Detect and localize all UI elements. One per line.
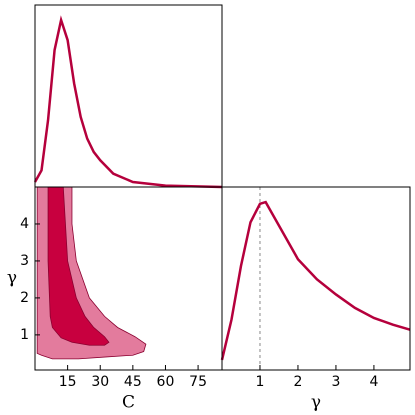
- x-axis-label: C: [122, 393, 135, 413]
- x-tick-label: 75: [189, 374, 207, 390]
- y-tick-label: 4: [20, 216, 29, 232]
- x-tick-label: 2: [293, 374, 302, 390]
- density-line: [33, 15, 223, 189]
- y-tick-label: 3: [20, 253, 29, 269]
- x-tick-label: 45: [124, 374, 142, 390]
- x-tick-label: 3: [331, 374, 340, 390]
- contour: [47, 186, 110, 346]
- x-tick-label: 60: [157, 374, 175, 390]
- x-tick-label: 1: [256, 374, 265, 390]
- x-axis-label: γ: [311, 393, 321, 413]
- density-line: [220, 200, 411, 361]
- y-tick-label: 2: [20, 290, 29, 306]
- y-axis-label: γ: [7, 268, 17, 288]
- x-tick-label: 15: [59, 374, 77, 390]
- panel-frame: [34, 4, 223, 188]
- y-tick-label: 1: [20, 327, 29, 343]
- x-tick-label: 4: [369, 374, 378, 390]
- x-tick-label: 30: [91, 374, 109, 390]
- panel-frame: [221, 186, 411, 371]
